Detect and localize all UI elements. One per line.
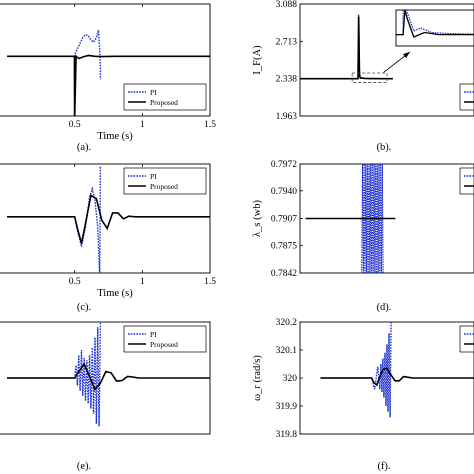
inset-proposed-line bbox=[396, 10, 474, 38]
legend bbox=[459, 325, 474, 353]
legend-box bbox=[459, 83, 474, 111]
legend-label: Proposed bbox=[150, 98, 178, 107]
zoom-inset-box bbox=[395, 9, 474, 47]
legend bbox=[459, 83, 474, 111]
y-tick-label: 3.088 bbox=[276, 0, 298, 10]
y-axis-label: λ_s (wb) bbox=[252, 200, 263, 237]
legend-box bbox=[459, 325, 474, 353]
x-tick-label: 0.5 bbox=[69, 120, 81, 130]
x-axis-label: Time (s) bbox=[97, 131, 133, 142]
series-proposed-line bbox=[7, 362, 210, 392]
series-proposed-line bbox=[7, 194, 210, 244]
series-proposed-line bbox=[300, 16, 393, 80]
y-tick-label: 320.2 bbox=[276, 318, 298, 328]
series-pi-line bbox=[320, 322, 392, 418]
legend bbox=[459, 167, 474, 195]
series-proposed-line bbox=[7, 54, 210, 116]
y-tick-label: 0.7875 bbox=[271, 241, 297, 251]
panel-caption: (b). bbox=[377, 142, 392, 153]
y-tick-label: 320.1 bbox=[276, 346, 298, 356]
x-tick-label: 1 bbox=[140, 277, 145, 287]
legend-label: PI bbox=[150, 172, 157, 181]
y-tick-label: 319.8 bbox=[276, 430, 298, 440]
zoom-region-box bbox=[351, 72, 388, 83]
plot-area bbox=[300, 14, 393, 80]
chart-panel-b: 3.088 2.713 2.338 1.963 I_F(A) (b). bbox=[252, 0, 474, 153]
chart-panel-f: 320.2 320.1 320 319.9 319.8 ω_r (rad/s) (f). bbox=[252, 318, 474, 472]
y-tick-label: 0.7842 bbox=[271, 269, 297, 279]
panel-caption: (e). bbox=[77, 461, 91, 472]
inset-plot bbox=[396, 10, 474, 38]
legend-box bbox=[459, 167, 474, 195]
inset-pi-line bbox=[396, 10, 474, 36]
legend-box bbox=[123, 83, 207, 111]
y-axis-label: ω_r (rad/s) bbox=[252, 355, 263, 401]
x-tick-label: 1.5 bbox=[204, 120, 216, 130]
series-proposed-line bbox=[320, 367, 474, 387]
y-tick-label: 0.7972 bbox=[271, 160, 297, 170]
x-tick-label: 1.5 bbox=[204, 277, 216, 287]
y-tick-label: 2.713 bbox=[276, 37, 298, 47]
y-tick-label: 320 bbox=[283, 374, 298, 384]
plot-area bbox=[7, 166, 210, 273]
panel-caption: (d). bbox=[377, 302, 392, 313]
y-tick-label: 0.7907 bbox=[271, 215, 297, 225]
legend-label: Proposed bbox=[150, 182, 178, 191]
legend-label: Proposed bbox=[150, 340, 178, 349]
panel-caption: (f). bbox=[377, 461, 390, 472]
legend-box bbox=[123, 167, 207, 195]
y-tick-label: 319.9 bbox=[276, 402, 298, 412]
series-pi-line bbox=[7, 166, 102, 273]
x-tick-label: 0.5 bbox=[69, 277, 81, 287]
x-tick-label: 1 bbox=[140, 120, 145, 130]
series-pi-line bbox=[7, 322, 102, 427]
chart-panel-d: 0.7972 0.7940 0.7907 0.7875 0.7842 λ_s (wb) (d… bbox=[252, 160, 474, 313]
plot-area bbox=[320, 322, 474, 418]
panel-caption: (c). bbox=[77, 302, 91, 313]
legend-label: PI bbox=[150, 88, 157, 97]
x-axis-label: Time (s) bbox=[97, 288, 133, 299]
y-tick-label: 0.7940 bbox=[271, 187, 297, 197]
plot-area bbox=[305, 164, 396, 273]
plot-area bbox=[7, 322, 210, 427]
y-tick-label: 2.338 bbox=[276, 75, 298, 85]
y-axis-label: I_F(A) bbox=[252, 45, 263, 75]
panel-caption: (a). bbox=[77, 142, 91, 153]
zoom-arrow-head bbox=[403, 52, 410, 58]
y-tick-label: 1.963 bbox=[276, 112, 298, 122]
plot-area bbox=[7, 29, 210, 116]
legend-label: PI bbox=[150, 330, 157, 339]
legend-box bbox=[123, 325, 207, 353]
